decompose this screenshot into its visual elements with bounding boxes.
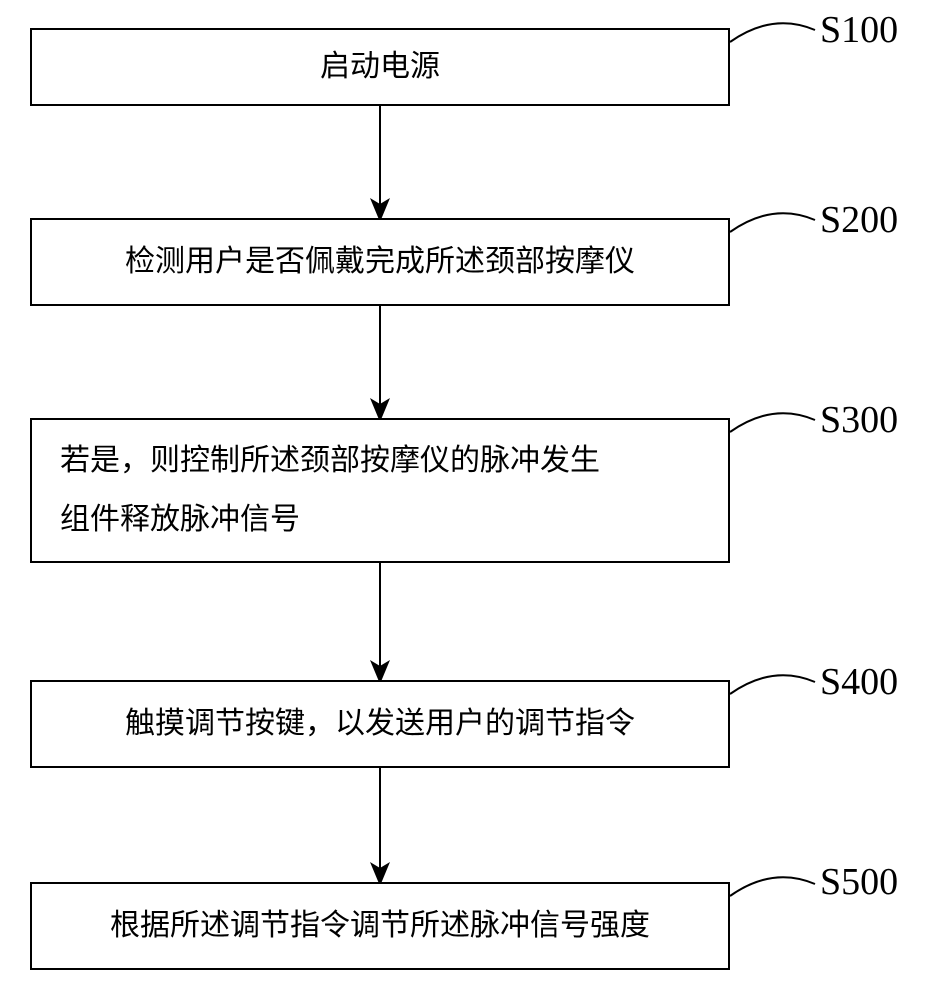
step-label-s500: S500 [820, 860, 898, 904]
step-text: 启动电源 [320, 38, 440, 97]
flow-step-s300: 若是，则控制所述颈部按摩仪的脉冲发生 组件释放脉冲信号 [30, 418, 730, 563]
flow-step-s400: 触摸调节按键，以发送用户的调节指令 [30, 680, 730, 768]
step-label-s200: S200 [820, 198, 898, 242]
flow-step-s500: 根据所述调节指令调节所述脉冲信号强度 [30, 882, 730, 970]
step-label-s300: S300 [820, 398, 898, 442]
step-label-s400: S400 [820, 660, 898, 704]
step-label-s100: S100 [820, 8, 898, 52]
step-text: 根据所述调节指令调节所述脉冲信号强度 [110, 897, 650, 956]
step-text: 若是，则控制所述颈部按摩仪的脉冲发生 组件释放脉冲信号 [60, 432, 600, 549]
flow-step-s100: 启动电源 [30, 28, 730, 106]
flow-step-s200: 检测用户是否佩戴完成所述颈部按摩仪 [30, 218, 730, 306]
step-text: 检测用户是否佩戴完成所述颈部按摩仪 [125, 233, 635, 292]
step-text: 触摸调节按键，以发送用户的调节指令 [125, 695, 635, 754]
